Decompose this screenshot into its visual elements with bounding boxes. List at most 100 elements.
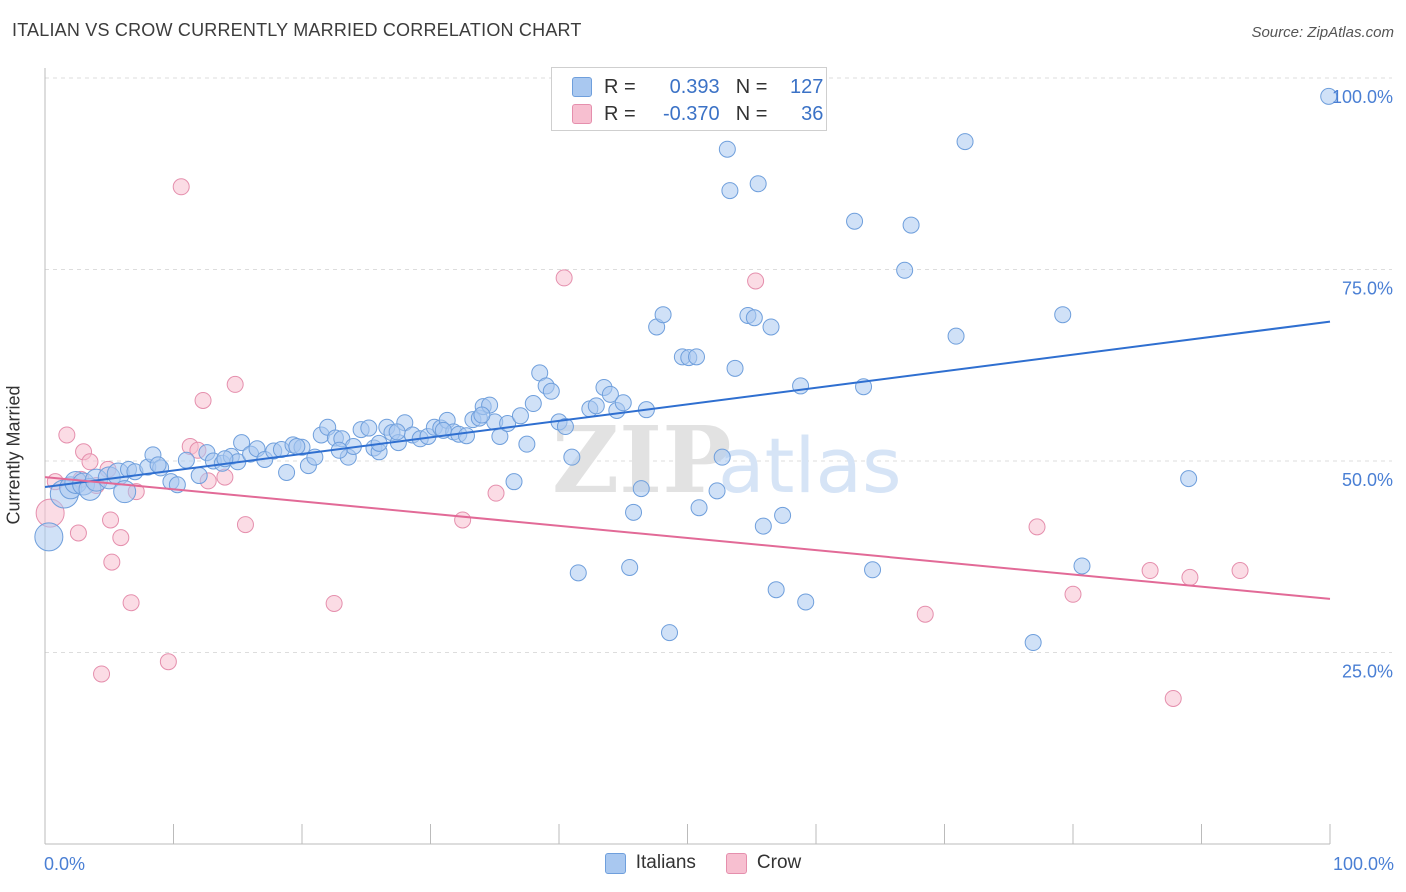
italians-point	[614, 394, 632, 412]
crow-point	[747, 272, 765, 290]
legend-n-value: 36	[801, 102, 824, 125]
italians-point	[687, 348, 705, 366]
x-tick-label-right: 100.0%	[1333, 854, 1394, 874]
italians-point	[726, 359, 744, 377]
italians-point	[902, 216, 920, 234]
y-tick-label: 75.0%	[1342, 279, 1393, 299]
crow-point	[916, 605, 934, 623]
series-legend: Italians Crow	[0, 852, 1406, 874]
crow-point	[93, 665, 111, 683]
crow-point	[81, 453, 99, 471]
crow-point	[58, 426, 76, 444]
italians-point	[767, 581, 785, 599]
italians-points	[34, 87, 1338, 652]
italians-point	[632, 480, 650, 498]
italians-point	[518, 435, 536, 453]
crow-point	[226, 375, 244, 393]
crow-point	[122, 594, 140, 612]
grid-lines	[45, 77, 1392, 653]
italians-point	[762, 318, 780, 336]
italians-point	[956, 133, 974, 151]
italians-point	[524, 395, 542, 413]
crow-point	[103, 553, 121, 571]
italians-point	[896, 261, 914, 279]
crow-point	[1164, 689, 1182, 707]
italians-point	[708, 482, 726, 500]
crow-point	[454, 511, 472, 529]
italians-point	[542, 382, 560, 400]
legend-r-value: -0.370	[662, 102, 720, 125]
crow-trend-line	[44, 476, 1331, 600]
italians-point	[654, 306, 672, 324]
legend-item-italians[interactable]: Italians	[604, 852, 696, 874]
legend-italians-label: Italians	[635, 852, 696, 873]
crow-swatch	[572, 104, 592, 124]
crow-point	[487, 484, 505, 502]
crow-point	[555, 269, 573, 287]
italians-point	[1073, 557, 1091, 575]
italians-point	[177, 451, 195, 469]
italians-point	[556, 418, 574, 436]
legend-n-label: N =	[735, 102, 768, 125]
italians-point	[1180, 470, 1198, 488]
italians-point	[1320, 87, 1338, 105]
italians-point	[587, 397, 605, 415]
y-axis-label: Currently Married	[3, 385, 24, 525]
crow-point	[1141, 562, 1159, 580]
italians-swatch	[604, 852, 626, 874]
crow-point	[194, 391, 212, 409]
legend-item-crow[interactable]: Crow	[725, 852, 802, 874]
y-tick-label: 100.0%	[1332, 87, 1393, 107]
italians-point	[721, 182, 739, 200]
italians-point	[713, 448, 731, 466]
crow-point	[69, 524, 87, 542]
italians-point	[190, 467, 208, 485]
legend-n-label: N =	[735, 75, 768, 98]
legend-row-italians: R = 0.393 N = 127	[572, 73, 823, 101]
italians-point	[864, 561, 882, 579]
italians-point	[947, 327, 965, 345]
italians-point	[149, 456, 167, 474]
italians-point	[473, 406, 491, 424]
source-label: Source: ZipAtlas.com	[1251, 24, 1394, 41]
italians-point	[774, 506, 792, 524]
italians-trend-line	[44, 320, 1331, 489]
italians-point	[233, 434, 251, 452]
italians-point	[457, 427, 475, 445]
italians-point	[569, 564, 587, 582]
legend-crow-label: Crow	[756, 852, 802, 873]
axes	[44, 68, 1331, 845]
italians-point	[1024, 634, 1042, 652]
italians-point	[505, 473, 523, 491]
correlation-legend: R = 0.393 N = 127 R = -0.370 N = 36	[551, 67, 827, 131]
crow-point	[172, 178, 190, 196]
italians-point	[690, 499, 708, 517]
italians-point	[278, 463, 296, 481]
italians-point	[797, 593, 815, 611]
y-tick-labels: 25.0% 50.0% 75.0% 100.0%	[1332, 87, 1393, 682]
italians-point	[625, 503, 643, 521]
crow-point	[325, 594, 343, 612]
crow-point	[1064, 585, 1082, 603]
crow-point	[216, 468, 234, 486]
italians-point	[601, 385, 619, 403]
crow-point	[1028, 518, 1046, 536]
italians-point	[754, 517, 772, 535]
italians-point	[792, 377, 810, 395]
legend-r-label: R =	[604, 75, 636, 98]
y-tick-label: 25.0%	[1342, 662, 1393, 682]
crow-swatch	[725, 852, 747, 874]
watermark: ZIP atlas	[552, 406, 902, 514]
italians-point	[511, 407, 529, 425]
italians-point	[388, 423, 406, 441]
crow-point	[1181, 568, 1199, 586]
legend-r-label: R =	[604, 102, 636, 125]
chart-title: ITALIAN VS CROW CURRENTLY MARRIED CORREL…	[12, 20, 582, 40]
italians-point	[360, 419, 378, 437]
watermark-atlas: atlas	[718, 421, 902, 510]
italians-swatch	[572, 77, 592, 97]
crow-point	[236, 516, 254, 534]
italians-point	[718, 140, 736, 158]
crow-point	[1231, 562, 1249, 580]
legend-n-value: 127	[790, 75, 824, 98]
